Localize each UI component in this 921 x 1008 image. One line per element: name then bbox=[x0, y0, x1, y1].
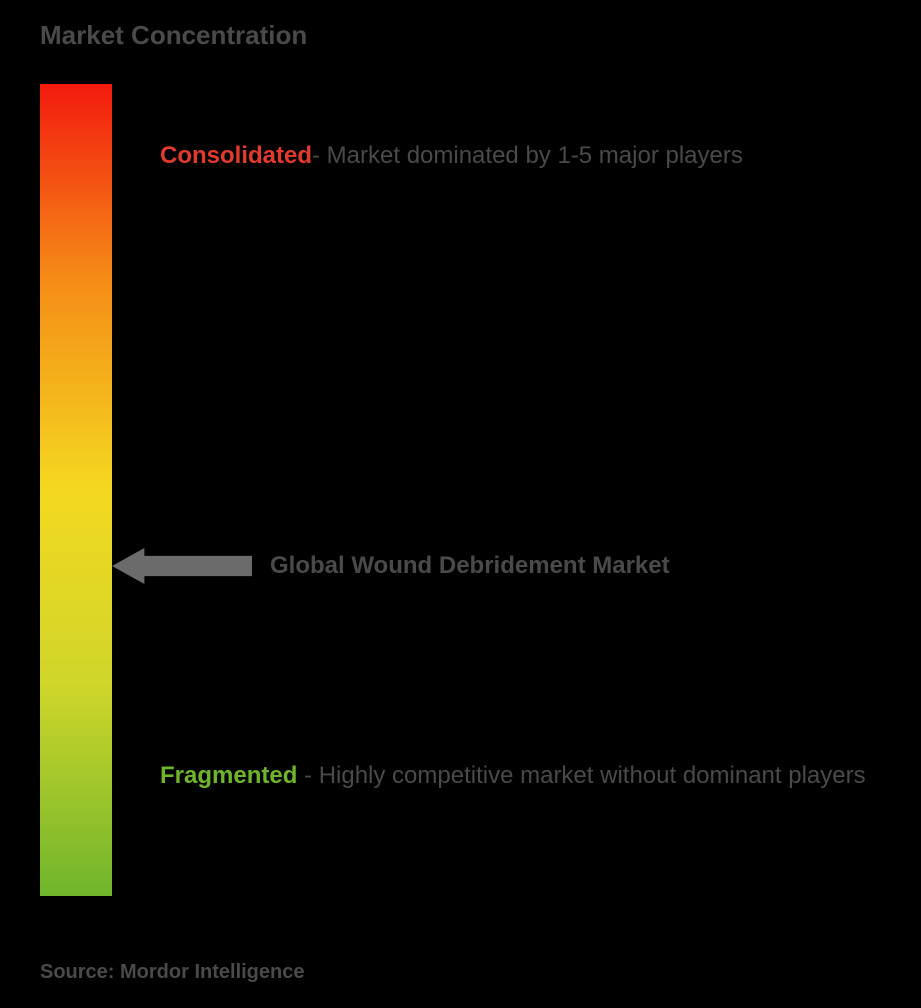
market-pointer-label: Global Wound Debridement Market bbox=[270, 552, 670, 580]
market-pointer: Global Wound Debridement Market bbox=[112, 548, 670, 584]
fragmented-rest: - Highly competitive market without domi… bbox=[297, 762, 865, 789]
consolidated-label: Consolidated- Market dominated by 1-5 ma… bbox=[160, 140, 881, 172]
consolidated-rest: - Market dominated by 1-5 major players bbox=[312, 142, 743, 169]
chart-container: Market Concentration Consolidated- Marke… bbox=[0, 0, 921, 1008]
concentration-gradient-bar bbox=[40, 84, 112, 896]
fragmented-highlight: Fragmented bbox=[160, 762, 297, 789]
consolidated-highlight: Consolidated bbox=[160, 142, 312, 169]
chart-title: Market Concentration bbox=[40, 20, 307, 51]
fragmented-label: Fragmented - Highly competitive market w… bbox=[160, 760, 881, 792]
arrow-left-icon bbox=[112, 548, 252, 584]
source-attribution: Source: Mordor Intelligence bbox=[40, 961, 304, 984]
